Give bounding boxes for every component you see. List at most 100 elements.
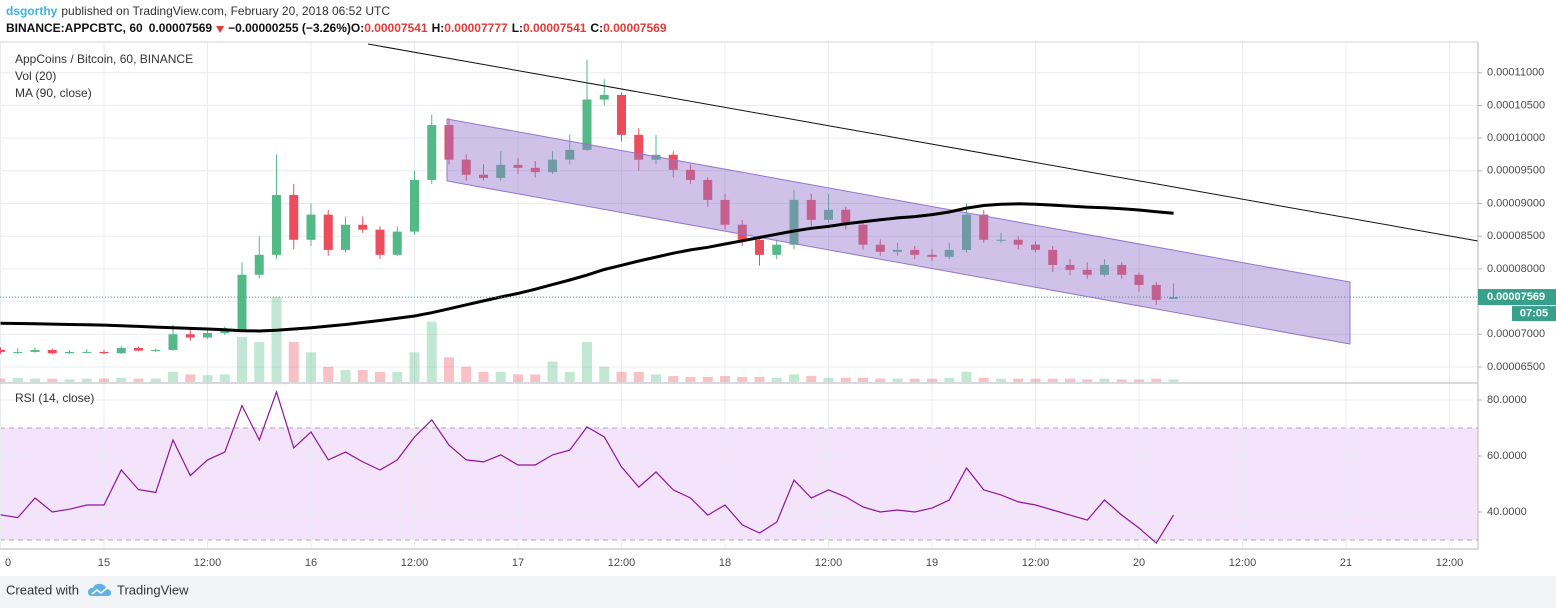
volume-bar <box>306 352 316 382</box>
symbol-line: BINANCE:APPCBTC, 60 0.00007569 −0.00000255… <box>6 21 667 35</box>
volume-bar <box>582 342 592 382</box>
volume-bar <box>116 377 127 382</box>
legend-title: AppCoins / Bitcoin, 60, BINANCE <box>15 52 193 66</box>
candle-body <box>875 244 885 252</box>
candle-body <box>772 244 782 255</box>
candle-body <box>65 351 74 354</box>
volume-bar <box>99 378 109 382</box>
volume-bar <box>858 377 868 382</box>
candle-body <box>496 164 506 178</box>
volume-bar <box>789 374 799 382</box>
ohlc-key: L: <box>512 21 523 35</box>
candle-body <box>824 209 833 220</box>
y-tick-label: 0.00006500 <box>1487 361 1545 373</box>
x-tick-label: 12:00 <box>608 557 636 569</box>
candle-body <box>254 254 264 275</box>
volume-bar <box>495 371 506 382</box>
candle-body <box>289 195 299 240</box>
volume-bar <box>1047 378 1058 382</box>
candle-body <box>513 164 523 168</box>
last-price-tag <box>1478 289 1556 306</box>
volume-bar <box>1013 378 1024 382</box>
volume-bar <box>823 377 834 382</box>
volume-bar <box>30 378 40 382</box>
volume-bar <box>702 376 713 382</box>
candle-body <box>410 179 419 232</box>
candle-body <box>444 125 454 160</box>
candle-body <box>910 249 920 255</box>
candle-body <box>530 167 540 173</box>
candle-body <box>323 214 333 250</box>
x-tick-label: 0 <box>5 557 11 569</box>
countdown-tag <box>1512 306 1556 322</box>
candle-body <box>479 174 488 178</box>
volume-bar <box>133 378 144 382</box>
volume-bar <box>909 378 920 382</box>
footer-brand[interactable]: TradingView <box>117 582 189 597</box>
volume-bar <box>357 370 368 382</box>
footer <box>0 576 1556 608</box>
x-tick-label: 12:00 <box>1436 557 1464 569</box>
volume-bar <box>1134 379 1144 382</box>
candle-body <box>582 99 592 150</box>
candle-body <box>599 94 609 100</box>
x-tick-label: 12:00 <box>1022 557 1050 569</box>
y-tick-label: 60.0000 <box>1487 450 1527 462</box>
x-tick-label: 16 <box>305 557 317 569</box>
rsi-band <box>0 427 1478 540</box>
candle-body <box>962 214 971 250</box>
candle-body <box>1065 264 1075 270</box>
candle-body <box>858 224 868 245</box>
y-tick-label: 0.00008000 <box>1487 263 1545 275</box>
volume-bar <box>1082 379 1093 382</box>
candle-body <box>1082 269 1092 275</box>
moving-average <box>0 202 1174 333</box>
volume-bar <box>409 352 420 382</box>
candle-body <box>203 332 212 338</box>
volume-bar <box>1065 378 1075 382</box>
volume-bar <box>254 342 265 382</box>
candle-body <box>944 249 954 257</box>
candle-body <box>116 348 126 354</box>
volume-bar <box>978 377 989 382</box>
y-tick-label: 80.0000 <box>1487 394 1527 406</box>
volume-bar <box>392 371 403 382</box>
publisher[interactable]: dsgorthy <box>6 4 58 18</box>
candle-body <box>548 159 557 173</box>
tradingview-logo <box>88 583 111 596</box>
candle-body <box>617 94 626 135</box>
header-line: dsgorthy published on TradingView.com, Fe… <box>6 4 390 18</box>
candle-body <box>185 334 195 338</box>
candle-body <box>806 199 816 220</box>
candle-body <box>789 199 799 245</box>
published: published on TradingView.com, February 2… <box>61 4 390 18</box>
rsi-line <box>0 390 1175 545</box>
volume-bar <box>892 378 903 382</box>
candle-body <box>30 349 40 352</box>
volume-bar <box>633 371 644 382</box>
volume-bar <box>323 366 334 382</box>
volume-bar <box>547 361 558 382</box>
change: −0.00000255 (−3.26%) <box>228 21 351 35</box>
volume-bar <box>1030 378 1041 382</box>
parallel-channel <box>446 118 1351 345</box>
candle-body <box>1031 244 1040 250</box>
candle-body <box>427 125 437 180</box>
candle-body <box>1013 239 1023 245</box>
candle-body <box>668 154 678 170</box>
candle-body <box>134 348 143 351</box>
volume-bar <box>340 370 351 382</box>
volume-bar <box>426 321 437 382</box>
volume-bar <box>513 374 523 382</box>
x-tick-label: 12:00 <box>815 557 843 569</box>
candle-body <box>703 179 713 200</box>
volume-bar <box>530 374 541 382</box>
volume-bar <box>461 366 472 382</box>
volume-bar <box>81 378 92 382</box>
footer-created: Created with <box>6 582 79 597</box>
candle-body <box>1100 264 1109 275</box>
y-tick-label: 40.0000 <box>1487 506 1527 518</box>
volume-bar <box>64 379 75 382</box>
volume-bar <box>1151 378 1162 382</box>
